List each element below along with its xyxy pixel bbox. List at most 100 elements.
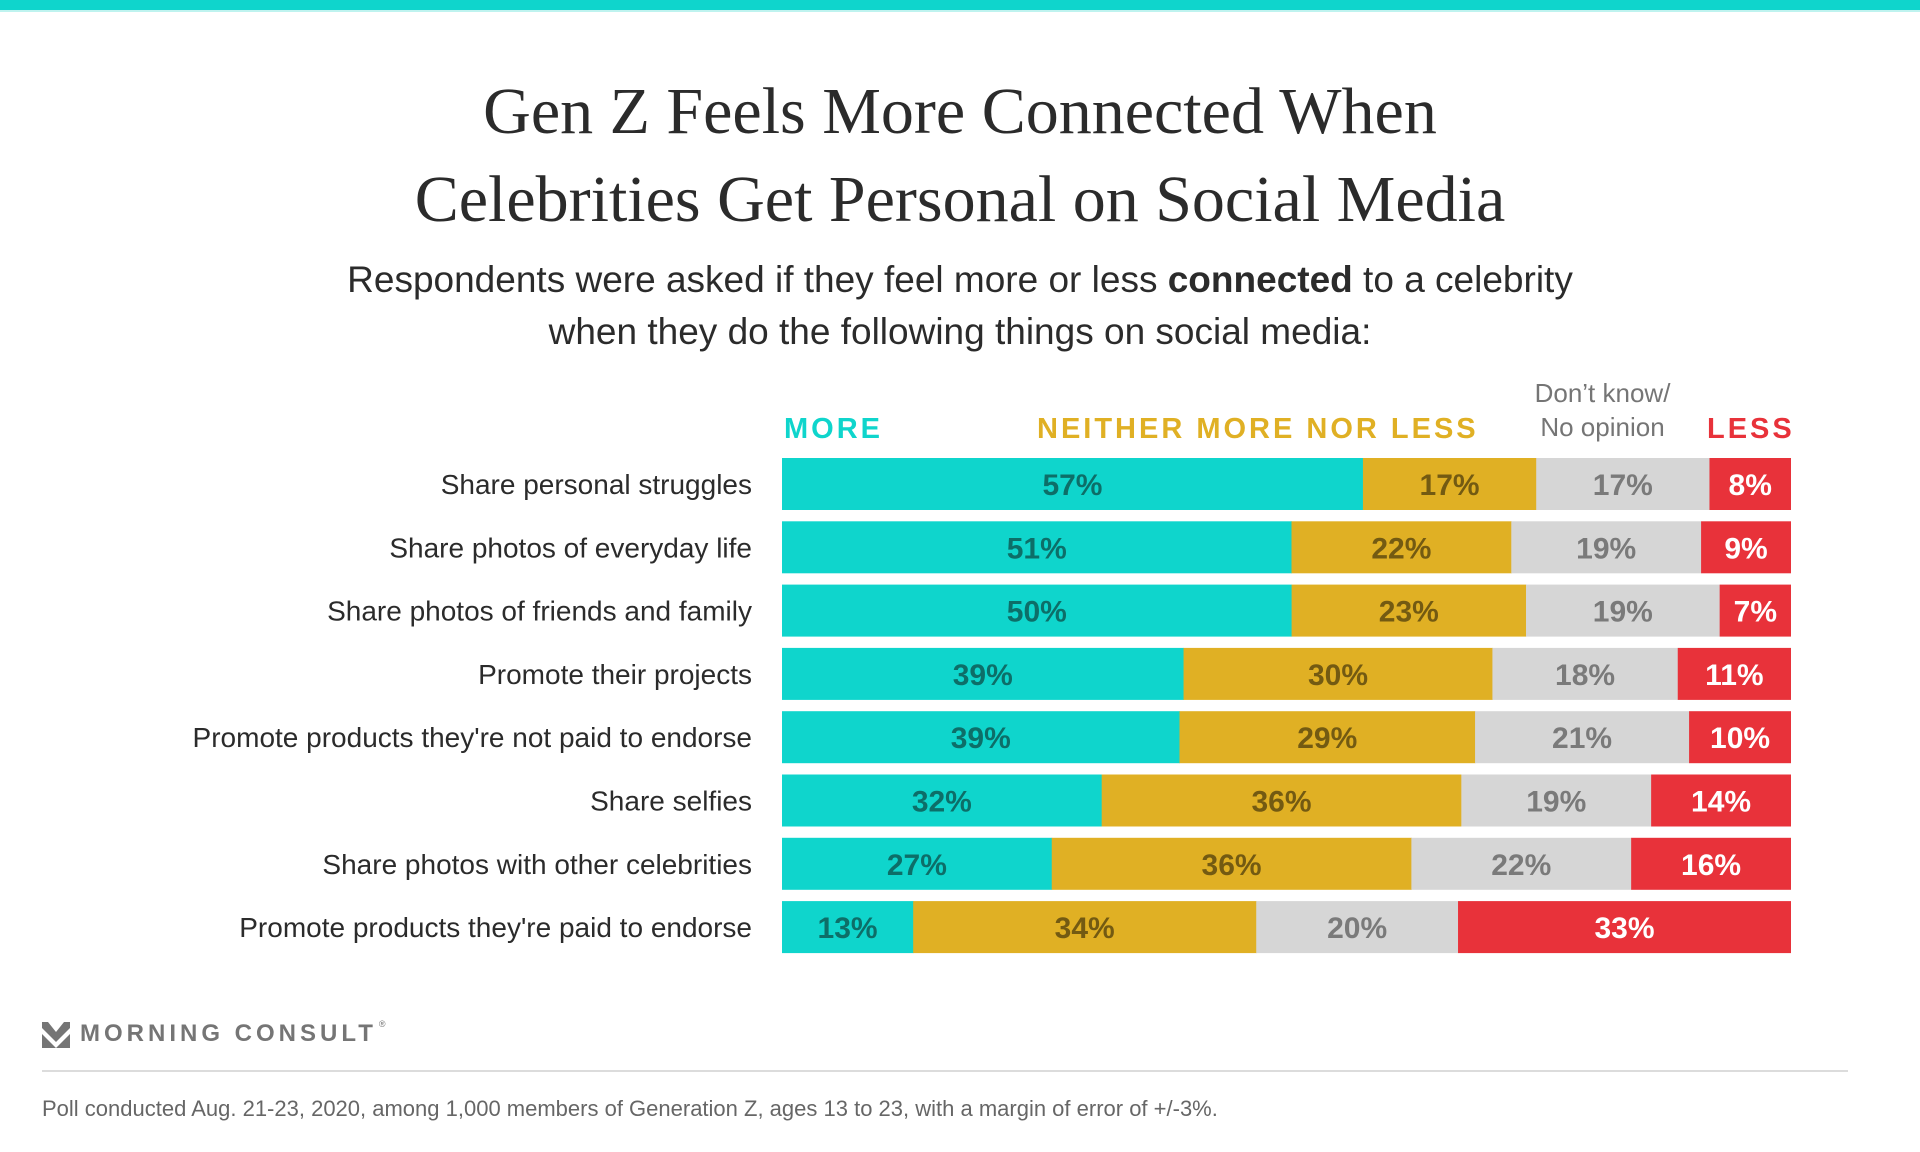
bar-row: Share photos with other celebrities 27% 36… [322,837,1791,890]
bar-segment-neither [1183,647,1493,700]
accent-top-bar [0,0,1920,10]
data-label-dont-know: 20% [1327,912,1387,945]
data-label-dont-know: 17% [1593,469,1653,502]
data-label-neither: 36% [1202,849,1262,882]
legend-dont-know-line2: No opinion [1540,412,1665,442]
data-label-more: 51% [1007,532,1067,565]
bar-segment-dont-know [1256,901,1459,954]
bar-segment-more [782,901,914,954]
bar-segment-dont-know [1411,837,1632,890]
subtitle-bold: connected [1167,259,1353,300]
data-label-less: 14% [1691,786,1751,819]
bar-segment-more [782,774,1103,827]
data-label-neither: 23% [1379,596,1439,629]
bar-segment-neither [1362,458,1537,510]
data-label-more: 13% [818,912,878,945]
bar-segment-dont-know [1536,458,1710,510]
data-label-dont-know: 19% [1576,532,1636,565]
data-label-neither: 29% [1297,722,1357,755]
data-label-dont-know: 21% [1552,722,1612,755]
logo-text: MORNING CONSULT [80,1020,377,1047]
legend-less: LESS [1707,413,1795,445]
category-label: Share photos of everyday life [389,532,752,563]
bar-segment-dont-know [1475,711,1690,764]
bar-segment-more [782,837,1053,890]
bar-segment-more [782,711,1180,764]
bar-segment-less [1719,584,1791,637]
bar-segment-less [1631,837,1791,890]
subtitle-pre: Respondents were asked if they feel more… [347,259,1168,300]
morning-consult-chevron-icon [42,1022,70,1048]
bar-segment-less [1709,458,1791,510]
data-label-dont-know: 22% [1491,849,1551,882]
chart-subtitle: Respondents were asked if they feel more… [0,254,1920,358]
data-label-less: 10% [1710,722,1770,755]
bar-row: Share personal struggles 57% 17% 17% 8% [441,458,1791,510]
category-label: Share photos of friends and family [327,596,752,627]
chart-title: Gen Z Feels More Connected When Celebrit… [0,68,1920,244]
bar-row: Promote products they're paid to endorse… [239,901,1791,954]
bar-segment-dont-know [1492,647,1679,700]
bar-segment-less [1651,774,1791,827]
data-label-less: 33% [1594,912,1654,945]
data-label-neither: 34% [1055,912,1115,945]
bar-segment-less [1701,521,1791,574]
data-label-less: 8% [1729,469,1772,502]
bar-segment-more [782,458,1364,510]
bar-segment-neither [1051,837,1412,890]
footnote: Poll conducted Aug. 21-23, 2020, among 1… [42,1096,1218,1121]
subtitle-line1: Respondents were asked if they feel more… [0,254,1920,306]
accent-top-bar-shadow [0,10,1920,12]
legend-more: MORE [784,413,883,445]
bar-row: Share selfies 32% 36% 19% 14% [590,774,1791,827]
data-label-more: 39% [953,659,1013,692]
data-label-dont-know: 18% [1555,659,1615,692]
chart-title-line1: Gen Z Feels More Connected When [483,75,1437,148]
bar-row: Share photos of everyday life 51% 22% 19% 9% [389,521,1791,574]
morning-consult-logo: MORNING CONSULT ® [42,1019,386,1049]
bar-row: Promote products they're not paid to end… [193,711,1791,764]
legend-dont-know: Don’t know/ No opinion [1510,376,1695,444]
data-label-more: 27% [887,849,947,882]
registered-mark: ® [378,1019,386,1029]
category-label: Share selfies [590,786,752,817]
chart-title-line2: Celebrities Get Personal on Social Media [414,163,1506,236]
bar-segment-less [1689,711,1791,764]
bar-segment-neither [1291,521,1512,574]
category-label: Promote their projects [478,659,752,690]
bar-segment-less [1677,647,1791,700]
bar-segment-dont-know [1461,774,1652,827]
data-label-less: 7% [1734,596,1777,629]
legend-neither: NEITHER MORE NOR LESS [1037,413,1479,445]
bar-segment-neither [1179,711,1476,764]
data-label-neither: 30% [1308,659,1368,692]
data-label-neither: 17% [1420,469,1480,502]
data-label-neither: 22% [1371,532,1431,565]
data-label-less: 11% [1705,659,1763,692]
bar-row: Share photos of friends and family 50% 23%… [327,584,1791,637]
category-label: Share personal struggles [441,469,752,500]
bar-segment-less [1458,901,1791,954]
bar-row: Promote their projects 39% 30% 18% 11% [478,647,1791,700]
category-label: Promote products they're paid to endorse [239,912,752,943]
bar-segment-dont-know [1526,584,1721,637]
category-label: Promote products they're not paid to end… [193,722,752,753]
bar-segment-dont-know [1511,521,1702,574]
category-label: Share photos with other celebrities [322,849,752,880]
data-label-dont-know: 19% [1526,786,1586,819]
bar-segment-neither [1101,774,1462,827]
bar-segment-more [782,584,1293,637]
data-label-dont-know: 19% [1593,596,1653,629]
data-label-neither: 36% [1251,786,1311,819]
bar-segment-neither [1291,584,1527,637]
data-label-less: 9% [1724,532,1767,565]
data-label-more: 50% [1007,596,1067,629]
data-label-less: 16% [1681,849,1741,882]
data-label-more: 39% [951,722,1011,755]
legend-dont-know-line1: Don’t know/ [1534,378,1671,408]
bar-segment-more [782,647,1185,700]
data-label-more: 57% [1042,469,1102,502]
data-label-more: 32% [912,786,972,819]
bar-segment-neither [913,901,1257,954]
